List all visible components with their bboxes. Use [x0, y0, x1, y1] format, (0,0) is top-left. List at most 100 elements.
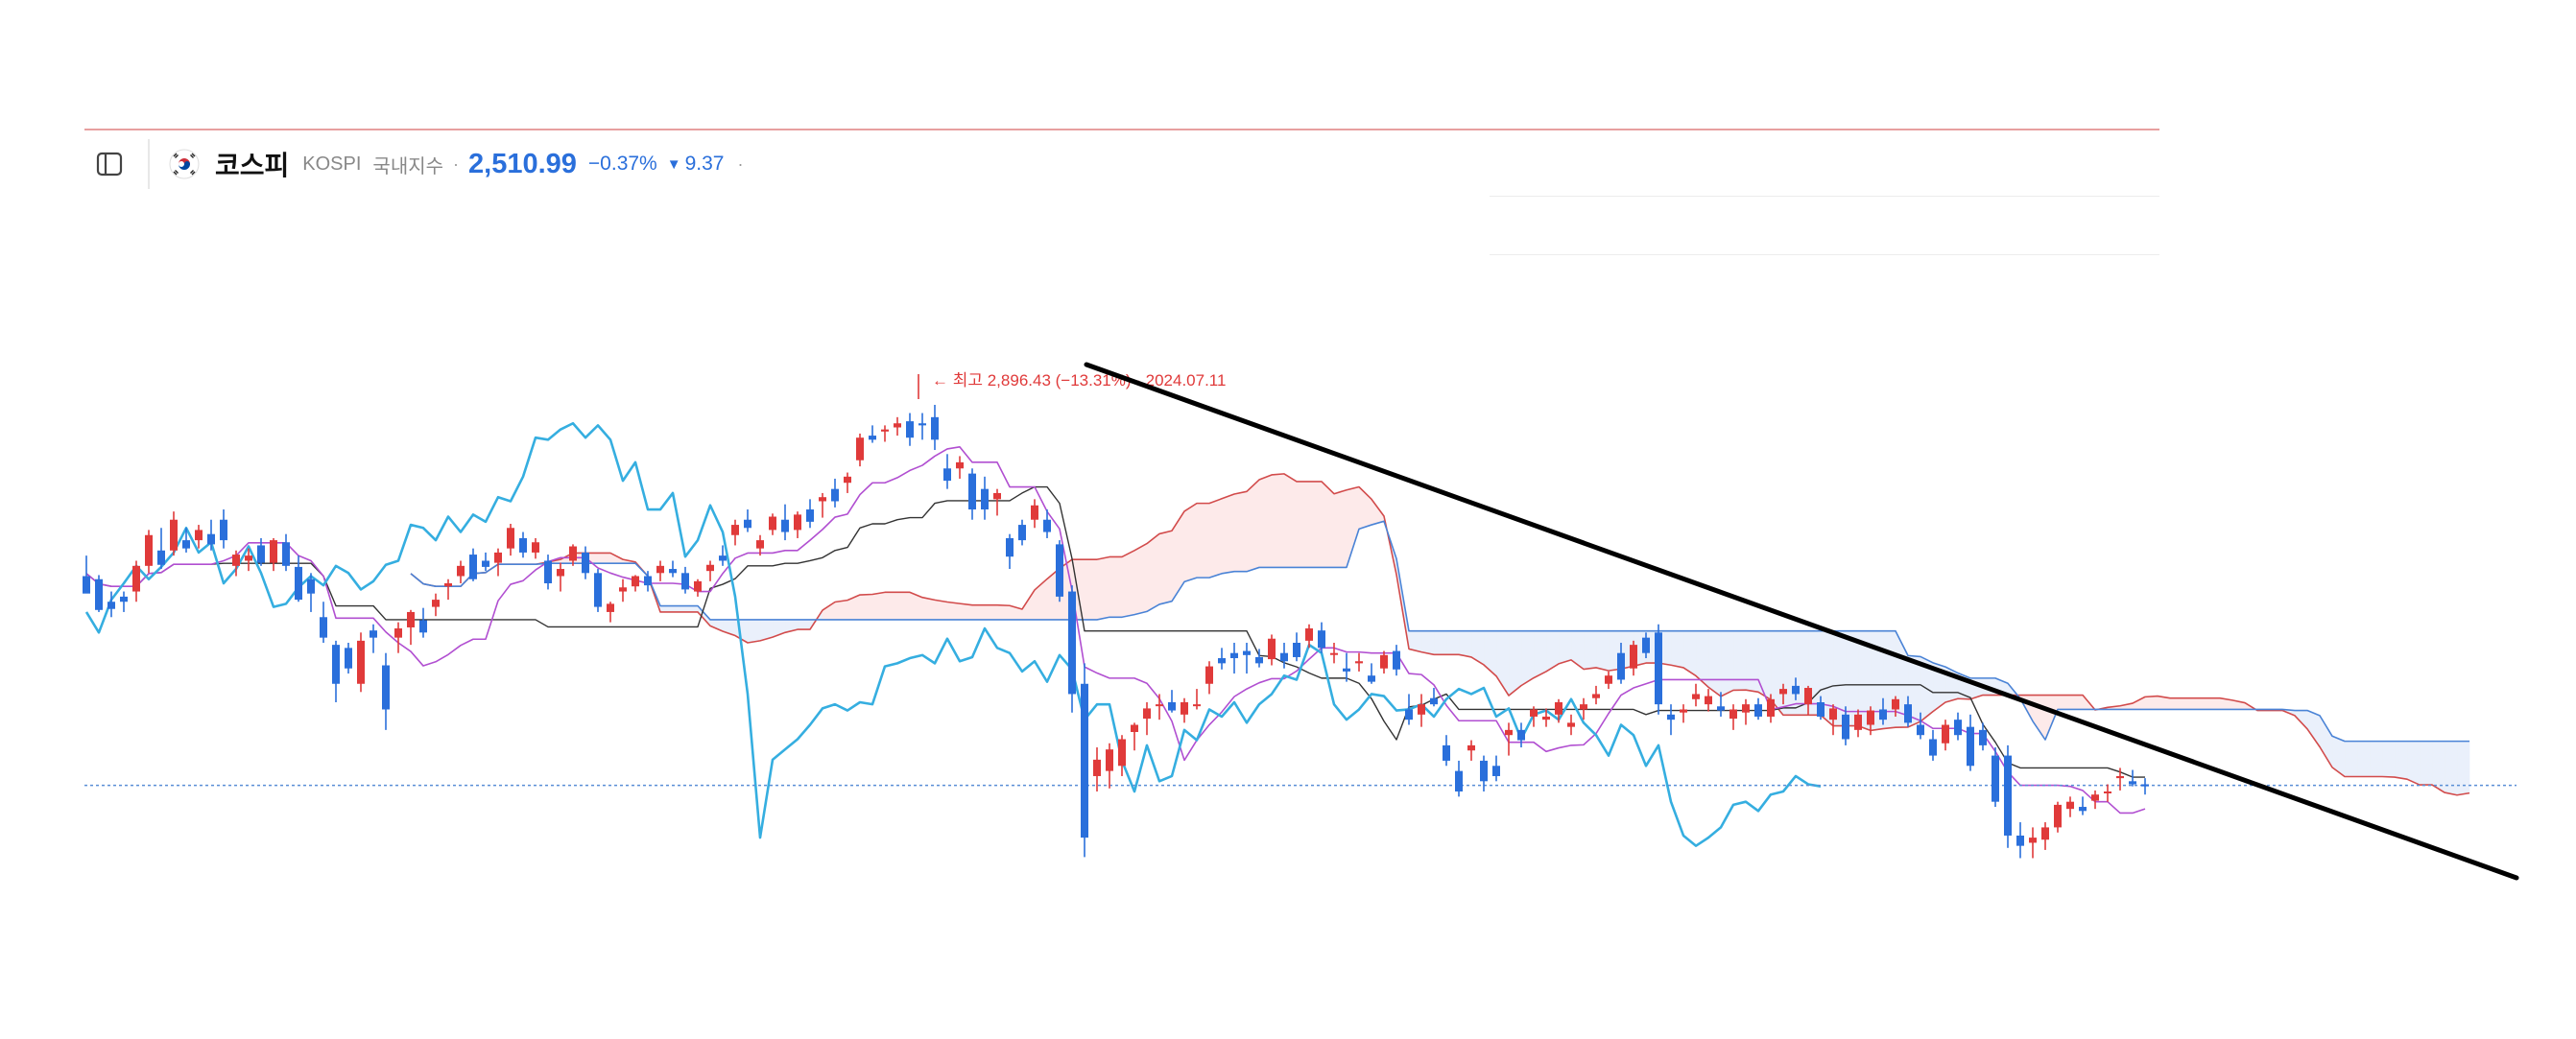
candle: [2054, 801, 2062, 833]
candle: [993, 488, 1001, 516]
candle: [769, 513, 776, 535]
candle: [370, 624, 377, 653]
candle: [781, 504, 789, 541]
candle-body: [394, 628, 402, 638]
cloud-segment: [1283, 473, 1298, 568]
ichimoku-lines-layer: [84, 421, 2470, 847]
candle: [494, 548, 502, 577]
candle-body: [1729, 709, 1737, 720]
candle: [1580, 697, 1587, 720]
cloud-segment: [1096, 556, 1110, 621]
cloud-segment: [597, 553, 611, 564]
candle-body: [2066, 801, 2074, 810]
candle: [2079, 796, 2087, 815]
candle: [1892, 696, 1899, 717]
candle-body: [569, 546, 577, 561]
candle-body: [1368, 675, 1375, 682]
candle-body: [769, 516, 776, 531]
candle: [1967, 714, 1974, 771]
candle: [270, 537, 277, 572]
candle: [2141, 778, 2149, 795]
candle: [1530, 706, 1538, 727]
candle: [744, 509, 751, 532]
candle-body: [2141, 784, 2149, 787]
candle: [632, 575, 639, 592]
candle: [157, 528, 165, 570]
candle: [831, 478, 839, 508]
candle: [394, 622, 402, 653]
candle: [881, 425, 889, 442]
candle-body: [195, 530, 203, 541]
cloud-segment: [1221, 493, 1235, 575]
cloud-segment: [1508, 630, 1522, 697]
candle-body: [582, 552, 589, 574]
candle-body: [1268, 638, 1276, 660]
sidebar-panel-icon[interactable]: [84, 139, 134, 189]
cloud-segment: [859, 594, 873, 621]
cloud-segment: [996, 604, 1011, 621]
cloud-segment: [1121, 550, 1135, 618]
change-amount: ▼ 9.37: [667, 153, 725, 176]
candle: [2116, 767, 2124, 791]
candle: [1555, 698, 1562, 723]
high-annotation: ← 최고 2,896.43 (−13.31%) · 2024.07.11: [918, 371, 1226, 399]
lagging-span: [84, 421, 1822, 847]
candle-body: [457, 565, 465, 577]
candle: [320, 602, 327, 643]
candle-body: [956, 461, 964, 469]
cloud-segment: [921, 597, 936, 621]
cloud-segment: [1146, 532, 1160, 612]
candle: [806, 499, 814, 529]
candle-body: [1630, 645, 1637, 669]
candle: [1742, 698, 1750, 725]
cloud-segment: [2419, 741, 2433, 786]
cloud-segment: [1520, 630, 1535, 687]
cloud-segment: [2057, 695, 2071, 710]
candle: [1056, 540, 1063, 602]
candle-body: [1567, 722, 1575, 727]
candle-body: [519, 537, 527, 553]
candle: [1617, 643, 1625, 684]
cloud-segment: [1233, 490, 1248, 573]
cloud-segment: [1445, 630, 1460, 655]
candle-body: [1705, 696, 1712, 705]
candle: [2066, 796, 2074, 817]
candle: [1355, 652, 1363, 672]
candle-body: [107, 602, 115, 609]
candle: [544, 555, 552, 590]
cloud-segment: [834, 600, 848, 621]
candle: [1081, 663, 1088, 858]
candle-body: [719, 555, 727, 561]
index-name: 코스피: [215, 151, 290, 180]
cloud-segment: [2331, 735, 2346, 778]
candle-body: [1305, 628, 1313, 641]
leading-span-b: [410, 520, 2469, 743]
candle: [507, 524, 514, 556]
candle: [1817, 696, 1825, 720]
candle: [943, 454, 951, 489]
candle-body: [95, 579, 103, 610]
current-price: 2,510.99: [468, 148, 577, 179]
cloud-segment: [2456, 741, 2470, 796]
candle: [968, 468, 976, 520]
candle: [869, 425, 876, 443]
candle-body: [1255, 656, 1263, 664]
candle: [220, 509, 227, 549]
candle: [1043, 509, 1051, 538]
candle-body: [320, 617, 327, 638]
candle: [382, 652, 390, 730]
candle-body: [494, 552, 502, 563]
candle-body: [1006, 537, 1014, 557]
cloud-segment: [2356, 741, 2371, 777]
candle-body: [881, 429, 889, 432]
candle-body: [2029, 838, 2037, 843]
candle-body: [2116, 775, 2124, 779]
candle-body: [232, 555, 240, 566]
candle: [182, 528, 190, 553]
candle-body: [1817, 702, 1825, 717]
candle: [644, 571, 652, 592]
cloud-segment: [1782, 630, 1797, 716]
candle-body: [345, 648, 352, 669]
cloud-segment: [1670, 630, 1684, 669]
